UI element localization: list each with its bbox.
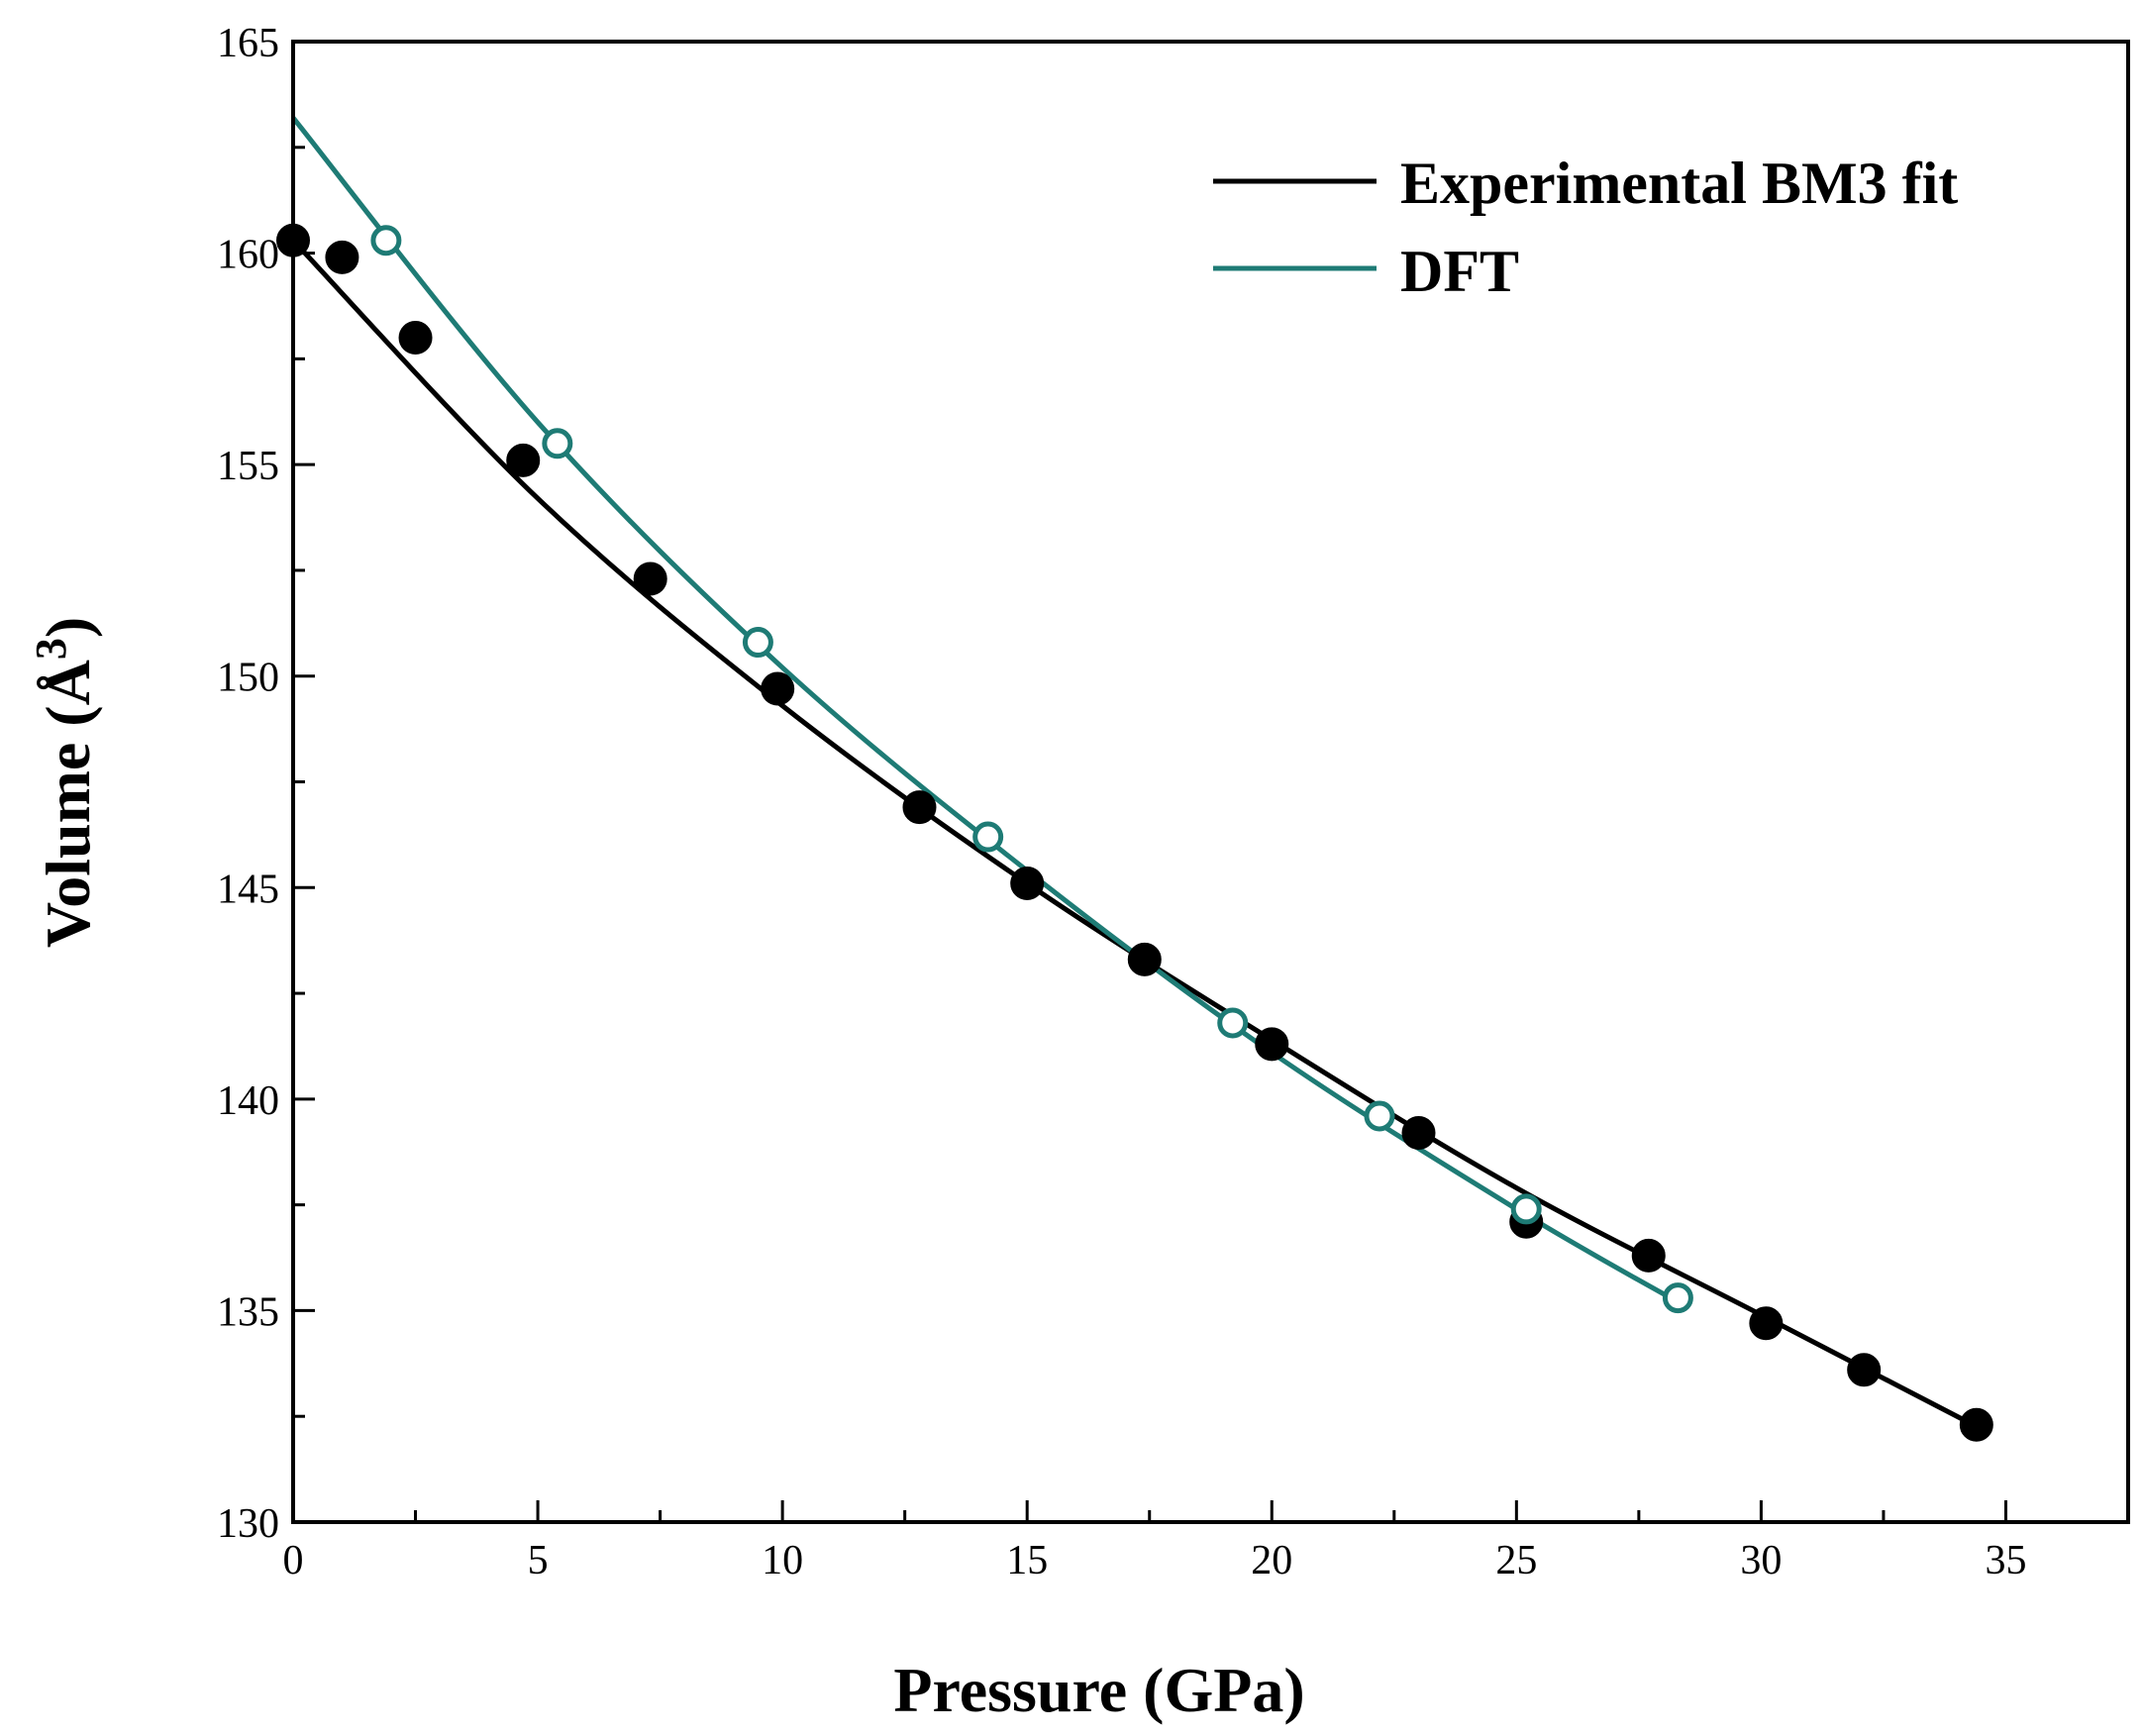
experimental-point xyxy=(1401,1116,1436,1151)
y-tick-label: 160 xyxy=(217,233,279,278)
dft-point xyxy=(1217,1007,1249,1039)
legend-label-experimental: Experimental BM3 fit xyxy=(1400,151,1958,216)
legend: Experimental BM3 fit DFT xyxy=(1213,151,1958,304)
experimental-point xyxy=(1631,1238,1666,1273)
plot-frame xyxy=(291,40,2130,1524)
y-tick-label: 145 xyxy=(217,867,279,912)
fit-curves xyxy=(291,116,1983,1432)
y-tick-label: 155 xyxy=(217,444,279,489)
experimental-point xyxy=(761,671,795,706)
y-axis-title-superscript: 3 xyxy=(27,638,75,660)
y-tick-label: 165 xyxy=(217,21,279,66)
experimental-point xyxy=(902,790,937,825)
y-axis-title-close: ) xyxy=(33,617,103,638)
x-tick-label: 35 xyxy=(1985,1538,2026,1583)
experimental-point xyxy=(325,240,359,274)
dft-point xyxy=(972,821,1004,853)
y-axis-title: Volume (Å3) xyxy=(27,617,103,948)
x-tick-label: 5 xyxy=(528,1538,549,1583)
y-tick-label: 150 xyxy=(217,656,279,701)
experimental-point xyxy=(1847,1353,1882,1387)
axis-ticks: 0 5 10 15 20 25 30 35 130 135 140 145 150 155 160 165 xyxy=(217,21,2026,1583)
experimental-point xyxy=(1959,1407,1993,1442)
experimental-point xyxy=(1749,1306,1784,1341)
y-tick-label: 140 xyxy=(217,1078,279,1124)
dft-point xyxy=(370,225,402,256)
experimental-fit-line xyxy=(291,239,1983,1432)
x-tick-label: 15 xyxy=(1006,1538,1048,1583)
experimental-point xyxy=(1127,942,1162,976)
x-tick-label: 30 xyxy=(1740,1538,1782,1583)
data-points xyxy=(276,223,1993,1442)
y-tick-label: 135 xyxy=(217,1289,279,1335)
dft-point xyxy=(742,627,773,659)
experimental-point xyxy=(1255,1027,1289,1062)
dft-point xyxy=(1662,1282,1693,1314)
experimental-point xyxy=(1010,867,1045,901)
legend-label-dft: DFT xyxy=(1400,239,1519,304)
experimental-point xyxy=(398,321,433,355)
y-axis-title-main: Volume (Å xyxy=(33,660,103,948)
x-tick-label: 20 xyxy=(1251,1538,1292,1583)
experimental-point xyxy=(633,562,667,596)
x-tick-label: 10 xyxy=(762,1538,803,1583)
y-tick-label: 130 xyxy=(217,1501,279,1547)
experimental-point xyxy=(506,443,541,477)
dft-point xyxy=(1510,1193,1542,1225)
dft-point xyxy=(1364,1100,1395,1132)
x-tick-label: 25 xyxy=(1495,1538,1537,1583)
x-tick-label: 0 xyxy=(283,1538,304,1583)
x-axis-title: Pressure (GPa) xyxy=(893,1655,1304,1725)
dft-point xyxy=(542,428,573,460)
